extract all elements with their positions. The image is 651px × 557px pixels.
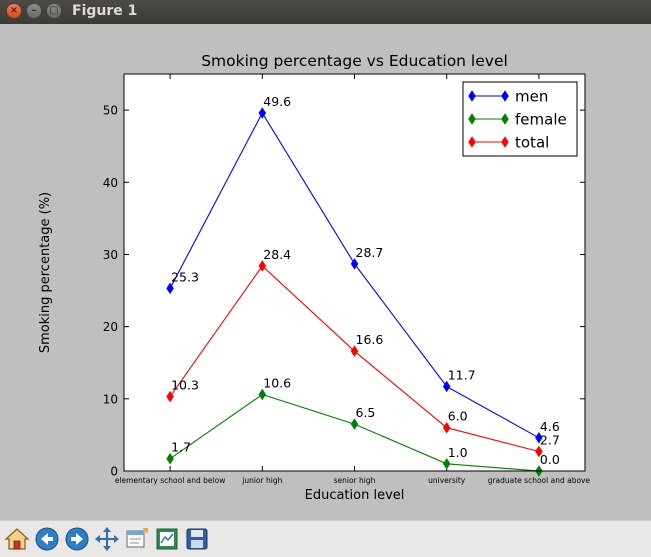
legend-item-total: total (468, 134, 549, 152)
navigation-toolbar (0, 520, 651, 557)
data-label: 25.3 (171, 269, 199, 284)
data-label: 1.0 (448, 445, 468, 460)
data-label: 0.0 (540, 452, 560, 467)
minimize-icon[interactable]: – (27, 4, 41, 18)
data-point (535, 445, 543, 458)
y-tick-label: 0 (110, 465, 118, 479)
arrow-left-icon (35, 527, 59, 551)
x-tick-label: senior high (334, 476, 376, 485)
legend-marker (468, 136, 476, 148)
y-tick-label: 50 (103, 104, 118, 118)
legend-label: total (515, 134, 549, 152)
title-bar: × – □ Figure 1 (0, 0, 651, 24)
data-label: 10.6 (263, 375, 291, 390)
data-label: 6.5 (356, 405, 376, 420)
data-label: 49.6 (263, 94, 291, 109)
data-label: 2.7 (540, 433, 560, 448)
move-icon (95, 527, 119, 551)
data-label: 11.7 (448, 368, 476, 383)
data-label: 4.6 (540, 419, 560, 434)
legend-marker (501, 113, 509, 125)
data-point (350, 345, 359, 357)
data-point (442, 380, 451, 393)
x-tick-label: junior high (241, 476, 282, 485)
chart-svg: Smoking percentage vs Education level 0 10… (38, 52, 591, 503)
legend-marker (468, 90, 476, 102)
x-tick-label: university (428, 476, 466, 485)
legend-marker (501, 136, 509, 148)
data-point (442, 421, 451, 434)
legend-item-female: female (468, 111, 567, 129)
data-point (442, 458, 451, 470)
data-label: 28.4 (263, 247, 291, 262)
data-point (535, 432, 543, 444)
pan-button[interactable] (94, 526, 120, 552)
series-total: 10.3 28.4 16.6 6.0 2.7 (166, 247, 560, 458)
window-title: Figure 1 (72, 3, 138, 19)
save-button[interactable] (184, 526, 210, 552)
y-tick-label: 40 (103, 176, 118, 190)
back-button[interactable] (34, 526, 60, 552)
x-tick-label: elementary school and below (115, 476, 226, 485)
data-point (350, 258, 359, 270)
home-icon (4, 528, 30, 550)
series-female: 1.7 10.6 6.5 1.0 0.0 (166, 375, 560, 477)
zoom-rect-icon (126, 528, 148, 548)
legend-marker (468, 113, 476, 125)
legend: men female total (462, 81, 578, 157)
data-label: 10.3 (171, 378, 199, 393)
data-label: 16.6 (356, 332, 384, 347)
figure-canvas: Smoking percentage vs Education level 0 10… (0, 24, 651, 520)
x-tick-label: graduate school and above (488, 476, 591, 485)
y-axis-label: Smoking percentage (%) (38, 192, 53, 353)
legend-marker (501, 90, 509, 102)
data-point (258, 260, 267, 272)
configure-subplots-button[interactable] (154, 526, 180, 552)
data-label: 1.7 (171, 440, 191, 455)
data-point (258, 388, 267, 401)
close-icon[interactable]: × (7, 4, 21, 18)
series-men: 25.3 49.6 28.7 11.7 4.6 (166, 94, 560, 444)
data-point (258, 107, 267, 119)
x-axis-label: Education level (305, 488, 405, 503)
home-button[interactable] (4, 526, 30, 552)
subplots-icon (156, 528, 178, 550)
legend-item-men: men (468, 88, 548, 106)
y-tick-label: 20 (103, 320, 118, 334)
floppy-icon (186, 528, 208, 550)
maximize-icon[interactable]: □ (47, 4, 61, 18)
y-tick-label: 30 (103, 248, 118, 262)
legend-label: female (515, 111, 567, 129)
data-label: 6.0 (448, 409, 468, 424)
legend-label: men (515, 88, 548, 106)
forward-button[interactable] (64, 526, 90, 552)
y-tick-label: 10 (103, 392, 118, 406)
data-point (350, 418, 359, 430)
data-label: 28.7 (356, 245, 384, 260)
data-point (166, 390, 174, 403)
plot-frame (123, 73, 586, 472)
data-point (166, 452, 174, 465)
zoom-button[interactable] (124, 526, 150, 552)
data-point (166, 282, 174, 295)
chart-title: Smoking percentage vs Education level (201, 52, 508, 70)
arrow-right-icon (65, 527, 89, 551)
